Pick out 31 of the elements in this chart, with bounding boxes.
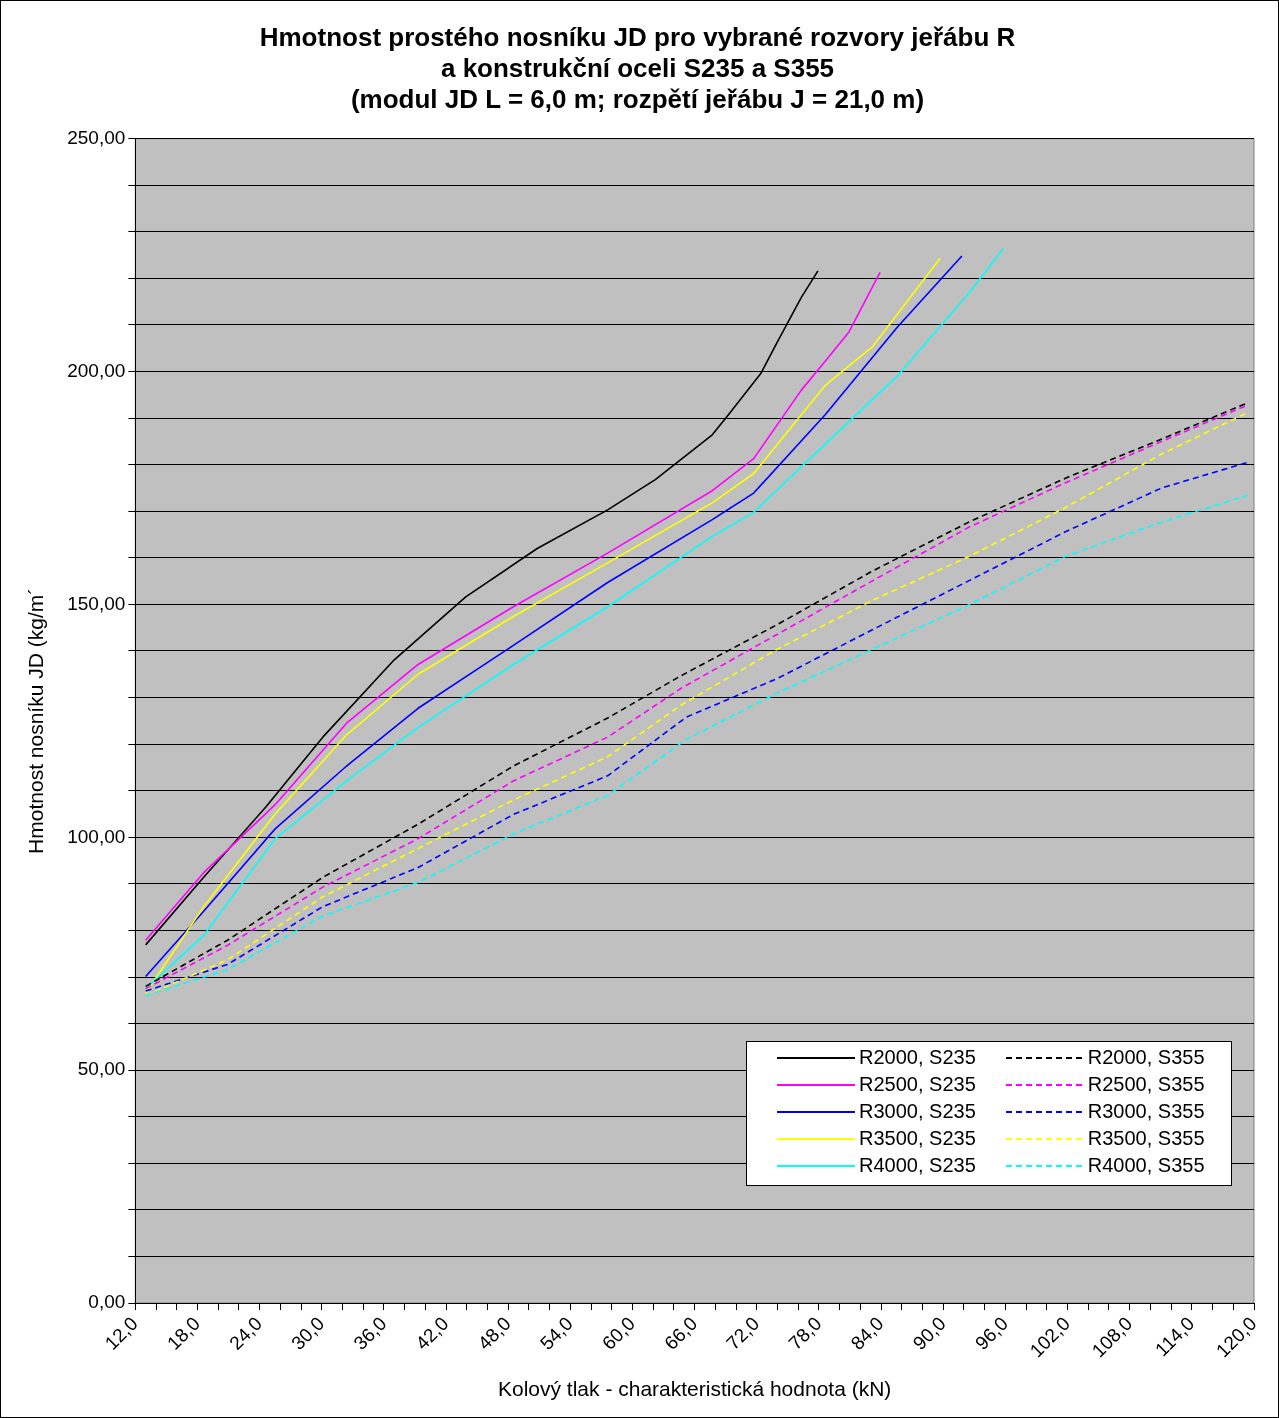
chart-title: Hmotnost prostého nosníku JD pro vybrané rozvory jeřábu R a konstrukční oceli S235 a S355 (modul JD L = 6,0 m; rozpětí jeřábu J = 21,0 m): [259, 21, 1016, 115]
x-tick-label: 84,0: [846, 1312, 888, 1354]
legend-label: R2000, S235: [859, 1046, 976, 1070]
legend-label: R3500, S235: [859, 1127, 976, 1151]
y-axis-title: Hmotnost nosníku JD (kg/m´: [24, 587, 48, 854]
legend-label: R3000, S355: [1087, 1100, 1205, 1124]
x-tick-label: 78,0: [784, 1312, 826, 1354]
legend-label: R4000, S235: [859, 1154, 976, 1178]
x-tick-label: 96,0: [970, 1312, 1012, 1354]
legend-label: R3500, S355: [1087, 1127, 1205, 1151]
legend-label: R2000, S355: [1087, 1046, 1205, 1070]
x-tick-label: 60,0: [598, 1312, 640, 1354]
x-tick-label: 54,0: [535, 1312, 577, 1354]
x-axis-title: Kolový tlak - charakteristická hodnota (kN): [497, 1377, 892, 1401]
x-tick-label: 42,0: [411, 1312, 453, 1354]
legend-label: R4000, S355: [1087, 1154, 1205, 1178]
y-tick-label: 200,00: [67, 359, 126, 381]
legend-label: R2500, S355: [1087, 1073, 1205, 1097]
x-tick-label: 30,0: [287, 1312, 329, 1354]
y-tick-label: 150,00: [67, 592, 126, 614]
legend-label: R2500, S235: [859, 1073, 976, 1097]
x-tick-label: 72,0: [722, 1312, 764, 1354]
y-tick-label: 0,00: [88, 1291, 126, 1313]
x-tick-label: 90,0: [908, 1312, 950, 1354]
y-tick-label: 250,00: [67, 126, 126, 148]
y-tick-label: 100,00: [67, 825, 126, 847]
x-tick-label: 48,0: [473, 1312, 515, 1354]
legend-label: R3000, S235: [859, 1100, 976, 1124]
x-tick-label: 36,0: [349, 1312, 391, 1354]
y-tick-label: 50,00: [77, 1058, 126, 1080]
x-tick-label: 66,0: [660, 1312, 702, 1354]
